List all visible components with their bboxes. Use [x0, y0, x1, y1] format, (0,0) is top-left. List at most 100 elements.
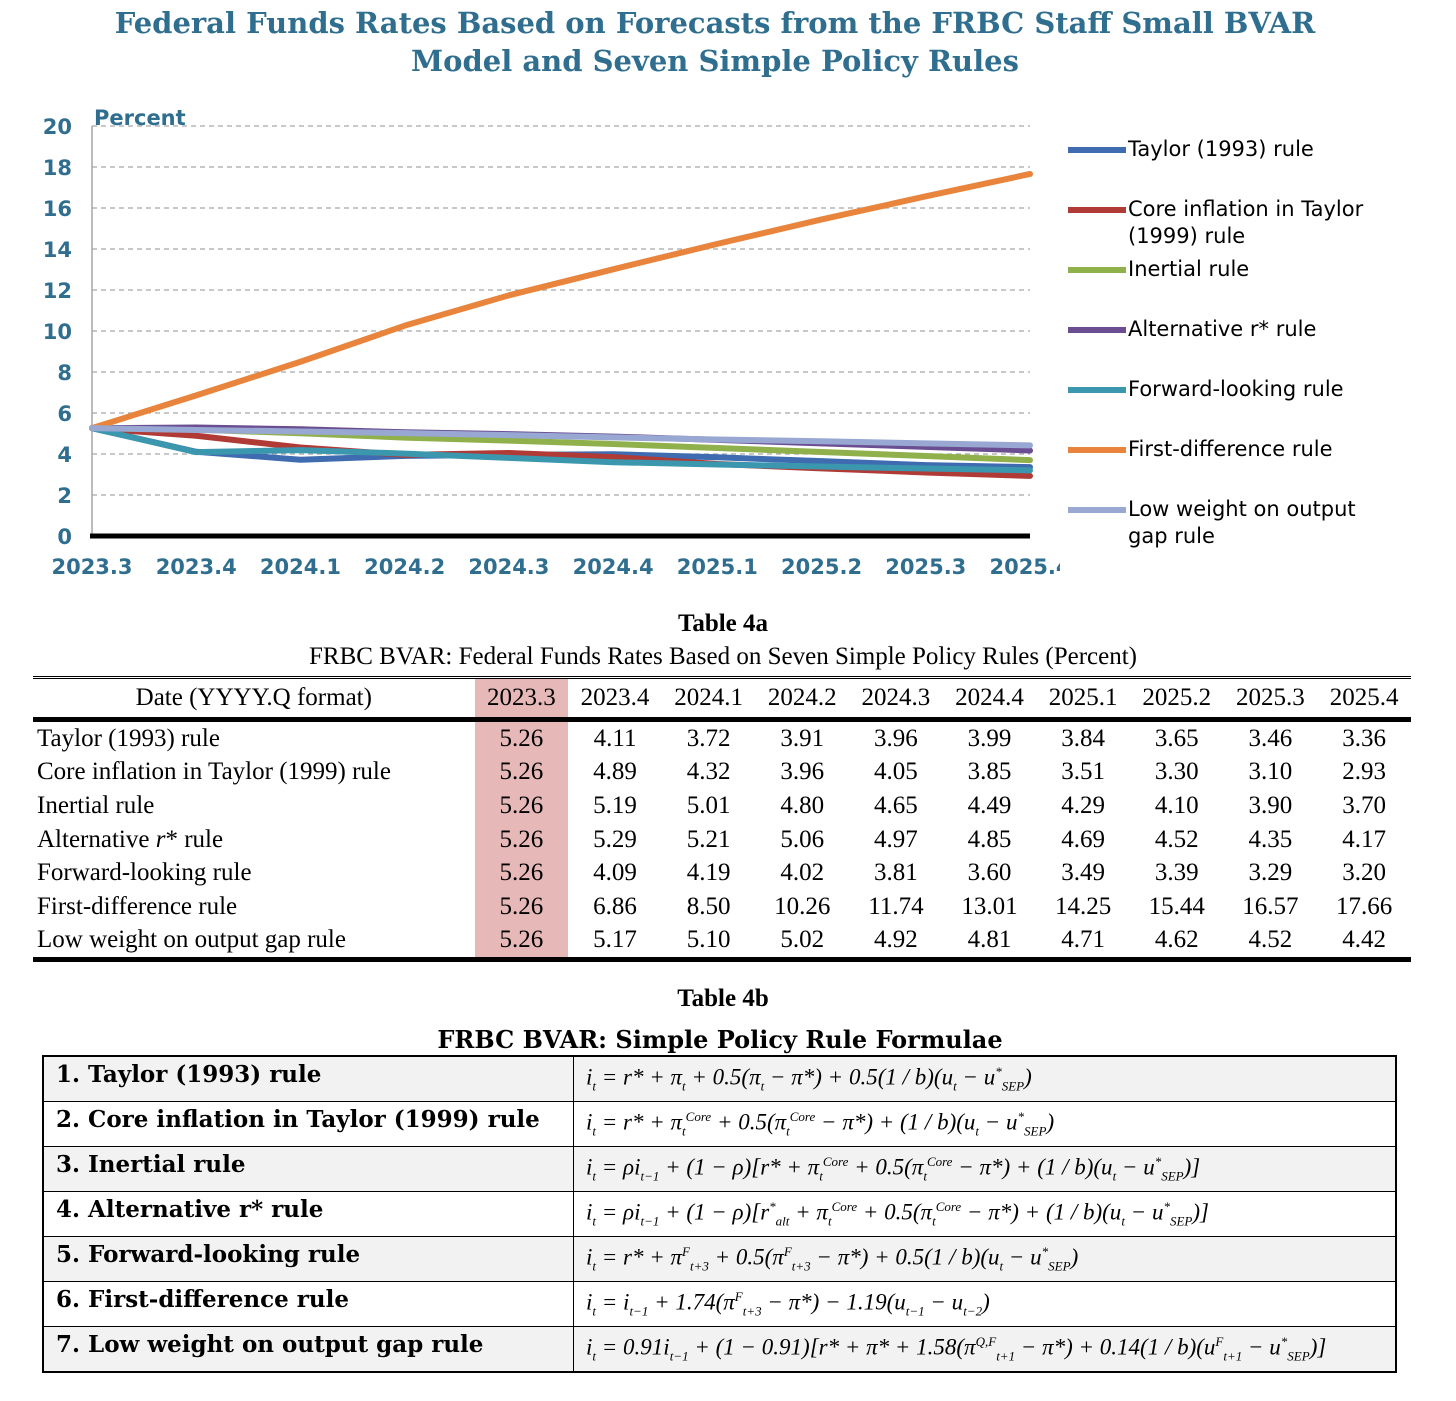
table-cell: 4.92 — [874, 926, 918, 954]
legend-item: Core inflation in Taylor (1999) rule — [1068, 196, 1363, 250]
legend-swatch — [1068, 207, 1126, 213]
table-cell: 4.85 — [967, 825, 1012, 853]
table-cell: 5.06 — [780, 825, 825, 853]
row-label-prefix: Alternative — [37, 825, 156, 853]
legend-label-line: Alternative r* rule — [1128, 317, 1317, 341]
y-tick-label: 16 — [43, 197, 72, 221]
table-cell: 5.17 — [593, 926, 637, 954]
legend-swatch — [1068, 147, 1126, 153]
table-cell: 3.96 — [780, 758, 825, 786]
rule-name: 3. Inertial rule — [42, 1146, 574, 1192]
row-label: First-difference rule — [37, 892, 238, 920]
legend-swatch — [1068, 447, 1126, 453]
table-cell: 4.71 — [1061, 926, 1106, 954]
table-cell: 4.05 — [874, 758, 918, 786]
series-line-5 — [89, 425, 1033, 474]
y-axis-title: Percent — [94, 106, 186, 130]
table-row: Taylor (1993) rule 5.26 4.11 3.72 3.91 3.96 3.… — [33, 719, 1411, 756]
table-cell: 8.50 — [686, 892, 731, 920]
table-cell: 5.10 — [686, 926, 731, 954]
table-cell: 3.46 — [1248, 724, 1293, 752]
chart-series — [89, 170, 1033, 479]
table-cell: 3.81 — [874, 859, 918, 887]
table-header-row: Date (YYYY.Q format) 2023.3 2023.4 2024.1 2… — [33, 677, 1411, 722]
header-date: 2023.3 — [474, 677, 569, 722]
formula-row-5: 5. Forward-looking rule it = r* + πFt+3 … — [42, 1236, 1397, 1282]
table-cell: 4.49 — [967, 791, 1012, 819]
chart-title: Federal Funds Rates Based on Forecasts f… — [0, 4, 1430, 80]
legend-label-line: Taylor (1993) rule — [1128, 137, 1314, 161]
table-cell: 4.62 — [1154, 926, 1199, 954]
x-tick-label: 2023.4 — [156, 555, 237, 579]
y-tick-label: 0 — [57, 525, 72, 549]
x-tick-label: 2024.1 — [260, 555, 341, 579]
table-row: Core inflation in Taylor (1999) rule 5.26… — [33, 755, 1411, 790]
row-label: Core inflation in Taylor (1999) rule — [37, 758, 391, 786]
formula-row-7: 7. Low weight on output gap rule it = 0.… — [42, 1326, 1397, 1373]
table-cell: 3.29 — [1248, 859, 1293, 887]
header-date: 2024.1 — [661, 677, 756, 722]
rule-formula: it = 0.91it−1 + (1 − 0.91)[r* + π* + 1.5… — [573, 1326, 1397, 1373]
table-cell: 4.02 — [780, 859, 825, 887]
table-row: Alternative r* rule 5.26 5.29 5.21 5.06 4.97 4… — [33, 822, 1411, 857]
table-cell: 5.19 — [593, 791, 637, 819]
rule-name: 2. Core inflation in Taylor (1999) rule — [42, 1101, 574, 1147]
legend-item: Forward-looking rule — [1068, 376, 1344, 403]
table-cell: 4.65 — [874, 791, 918, 819]
header-date: 2024.2 — [755, 677, 850, 722]
formula-row-3: 3. Inertial rule it = ρit−1 + (1 − ρ)[r*… — [42, 1146, 1397, 1192]
legend-swatch — [1068, 387, 1126, 393]
table-cell: 6.86 — [593, 892, 637, 920]
table-cell: 5.26 — [474, 856, 569, 890]
legend-label: Core inflation in Taylor (1999) rule — [1128, 196, 1363, 250]
rule-formula: it = ρit−1 + (1 − ρ)[r*alt + πtCore + 0.… — [573, 1191, 1397, 1237]
table-cell: 5.26 — [474, 889, 569, 924]
chart-title-line1: Federal Funds Rates Based on Forecasts f… — [114, 6, 1316, 40]
series-line-6 — [89, 170, 1033, 432]
table4b-subtitle: FRBC BVAR: Simple Policy Rule Formulae — [437, 1025, 1003, 1054]
table-cell: 4.17 — [1342, 825, 1386, 853]
table-cell: 2.93 — [1342, 758, 1386, 786]
legend-item: Inertial rule — [1068, 256, 1249, 283]
table-cell: 3.20 — [1342, 859, 1386, 887]
table-cell: 3.91 — [780, 724, 825, 752]
table-cell: 5.02 — [780, 926, 825, 954]
table-cell: 5.21 — [686, 825, 731, 853]
row-label: Inertial rule — [37, 791, 155, 819]
y-tick-label: 18 — [43, 156, 72, 180]
table-cell: 4.10 — [1154, 791, 1199, 819]
table-cell: 3.72 — [686, 724, 731, 752]
legend-label: Taylor (1993) rule — [1128, 136, 1314, 163]
legend-item: First-difference rule — [1068, 436, 1333, 463]
header-date: 2025.4 — [1317, 677, 1411, 722]
table-cell: 4.35 — [1248, 825, 1293, 853]
legend-item: Low weight on output gap rule — [1068, 496, 1356, 550]
legend-label: Alternative r* rule — [1128, 316, 1316, 343]
table4a-caption: Table 4a — [677, 610, 769, 637]
table-row: Low weight on output gap rule 5.26 5.17 5.1… — [33, 923, 1411, 960]
table-cell: 3.60 — [967, 859, 1012, 887]
table-cell: 4.81 — [967, 926, 1012, 954]
row-label: Low weight on output gap rule — [37, 926, 346, 954]
rule-formula: it = ρit−1 + (1 − ρ)[r* + πtCore + 0.5(π… — [573, 1146, 1397, 1192]
table-cell: 3.51 — [1061, 758, 1106, 786]
table-row: First-difference rule 5.26 6.86 8.50 10.26 11… — [33, 889, 1411, 924]
legend-label: Inertial rule — [1128, 256, 1249, 283]
line-chart: 0 2 4 6 8 10 12 14 16 18 20 2023.3 2023.4 2024.1 2024… — [43, 106, 1060, 579]
table4a-subtitle: FRBC BVAR: Federal Funds Rates Based on … — [309, 643, 1137, 670]
header-date: 2025.3 — [1223, 677, 1318, 722]
table-cell: 10.26 — [774, 892, 831, 920]
legend-label-line: Low weight on output — [1128, 497, 1356, 521]
formula-row-6: 6. First-difference rule it = it−1 + 1.7… — [42, 1281, 1397, 1327]
table-row: Inertial rule 5.26 5.19 5.01 4.80 4.65 4.49 4.2… — [33, 789, 1411, 823]
table-cell: 14.25 — [1055, 892, 1112, 920]
y-tick-label: 10 — [43, 320, 72, 344]
row-label: Taylor (1993) rule — [37, 724, 220, 752]
table-cell: 4.52 — [1248, 926, 1293, 954]
table-cell: 5.26 — [474, 822, 569, 857]
rule-formula: it = r* + πFt+3 + 0.5(πFt+3 − π*) + 0.5(… — [573, 1236, 1397, 1282]
table-row: Forward-looking rule 5.26 4.09 4.19 4.02 3.81… — [33, 856, 1411, 890]
table-cell: 4.32 — [686, 758, 731, 786]
y-tick-label: 8 — [57, 361, 72, 385]
legend-swatch — [1068, 327, 1126, 333]
